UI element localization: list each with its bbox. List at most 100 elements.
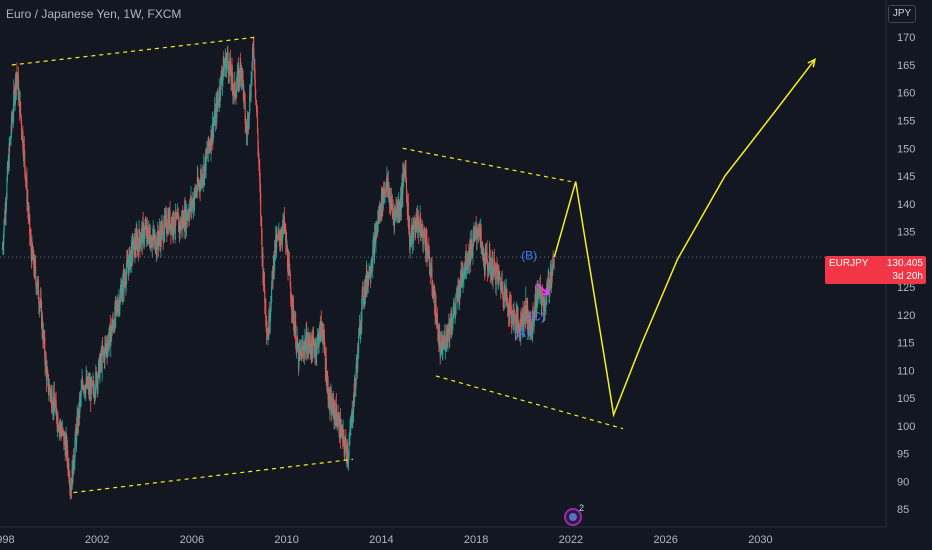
candle-body	[528, 313, 530, 326]
candle-body	[353, 394, 355, 412]
candle-body	[47, 374, 49, 392]
candle-body	[81, 381, 84, 386]
candle-body	[406, 191, 408, 199]
candle-body	[259, 181, 261, 194]
ideas-badge-icon[interactable]	[564, 508, 582, 526]
candle-body	[356, 362, 358, 364]
candle-body	[36, 281, 38, 289]
candle-body	[332, 399, 334, 414]
candle-body	[65, 441, 67, 456]
candle-body	[347, 449, 349, 461]
candle-body	[125, 272, 127, 286]
candle-body	[284, 227, 286, 229]
candle-body	[142, 222, 144, 244]
candle-body	[253, 49, 255, 61]
candle-body	[140, 231, 142, 242]
candle-body	[166, 231, 168, 233]
candle-body	[308, 343, 310, 349]
candle-body	[231, 68, 233, 73]
candle-body	[514, 313, 516, 316]
candle-body	[350, 426, 352, 428]
candle-body	[263, 272, 265, 291]
candle-body	[349, 427, 351, 438]
candle-body	[29, 215, 31, 235]
candle-body	[222, 70, 224, 76]
candle-body	[451, 323, 454, 325]
x-tick-label: 1998	[0, 534, 15, 546]
candle-body	[522, 308, 524, 327]
candle-body	[173, 212, 175, 231]
x-tick-label: 2022	[559, 534, 583, 546]
candle-body	[441, 340, 443, 354]
candle-body	[303, 346, 305, 355]
candle-body	[388, 192, 390, 194]
candle-body	[79, 399, 81, 414]
candle-body	[8, 143, 10, 169]
candle-body	[509, 297, 511, 305]
candle-body	[500, 285, 502, 292]
candle-body	[485, 249, 487, 253]
candle-body	[352, 417, 354, 422]
candle-body	[398, 203, 400, 215]
candle-body	[54, 406, 56, 412]
candle-body	[337, 416, 339, 424]
candle-body	[543, 300, 546, 311]
candle-body	[374, 234, 376, 258]
candle-body	[361, 289, 363, 299]
candle-body	[460, 270, 462, 281]
candle-body	[355, 362, 357, 375]
candle-body	[157, 230, 159, 240]
candle-body	[370, 269, 372, 277]
candle-body	[257, 131, 259, 147]
candle-body	[538, 288, 540, 290]
candle-body	[84, 386, 86, 392]
candle-body	[405, 170, 407, 180]
candle-body	[159, 230, 161, 237]
currency-button[interactable]: JPY	[888, 5, 916, 23]
candle-body	[302, 346, 305, 352]
candle-body	[548, 278, 550, 293]
candle-body	[2, 245, 4, 248]
candle-body	[163, 234, 165, 240]
candle-body	[261, 234, 263, 258]
candle-body	[169, 211, 171, 230]
candle-body	[9, 137, 11, 144]
candle-body	[477, 229, 479, 233]
candle-body	[327, 380, 329, 401]
candle-body	[33, 252, 35, 269]
candle-body	[546, 285, 548, 288]
candle-body	[153, 232, 155, 237]
candle-body	[518, 325, 520, 333]
candle-body	[239, 62, 241, 80]
candle-body	[544, 308, 546, 311]
candle-body	[233, 92, 235, 93]
candle-body	[93, 389, 95, 397]
candle-body	[466, 263, 469, 265]
candle-body	[175, 212, 177, 220]
candle-body	[81, 387, 83, 390]
candle-body	[348, 437, 351, 445]
candle-body	[114, 306, 116, 330]
candle-body	[231, 72, 233, 84]
candle-body	[316, 347, 318, 356]
candle-body	[415, 218, 418, 230]
candle-body	[298, 347, 300, 368]
candle-body	[265, 317, 267, 324]
candle-body	[350, 416, 352, 427]
candle-body	[407, 202, 409, 227]
candle-body	[95, 371, 97, 392]
candle-body	[220, 77, 222, 98]
candle-body	[127, 261, 129, 267]
candle-body	[73, 466, 75, 469]
candle-body	[161, 225, 163, 240]
candle-body	[442, 342, 444, 350]
candle-body	[534, 302, 536, 314]
candle-body	[361, 298, 363, 323]
candle-body	[236, 82, 238, 88]
candle-body	[61, 432, 63, 436]
candle-body	[183, 215, 185, 229]
candle-body	[305, 342, 307, 351]
candle-body	[527, 326, 529, 329]
candle-body	[478, 229, 480, 237]
